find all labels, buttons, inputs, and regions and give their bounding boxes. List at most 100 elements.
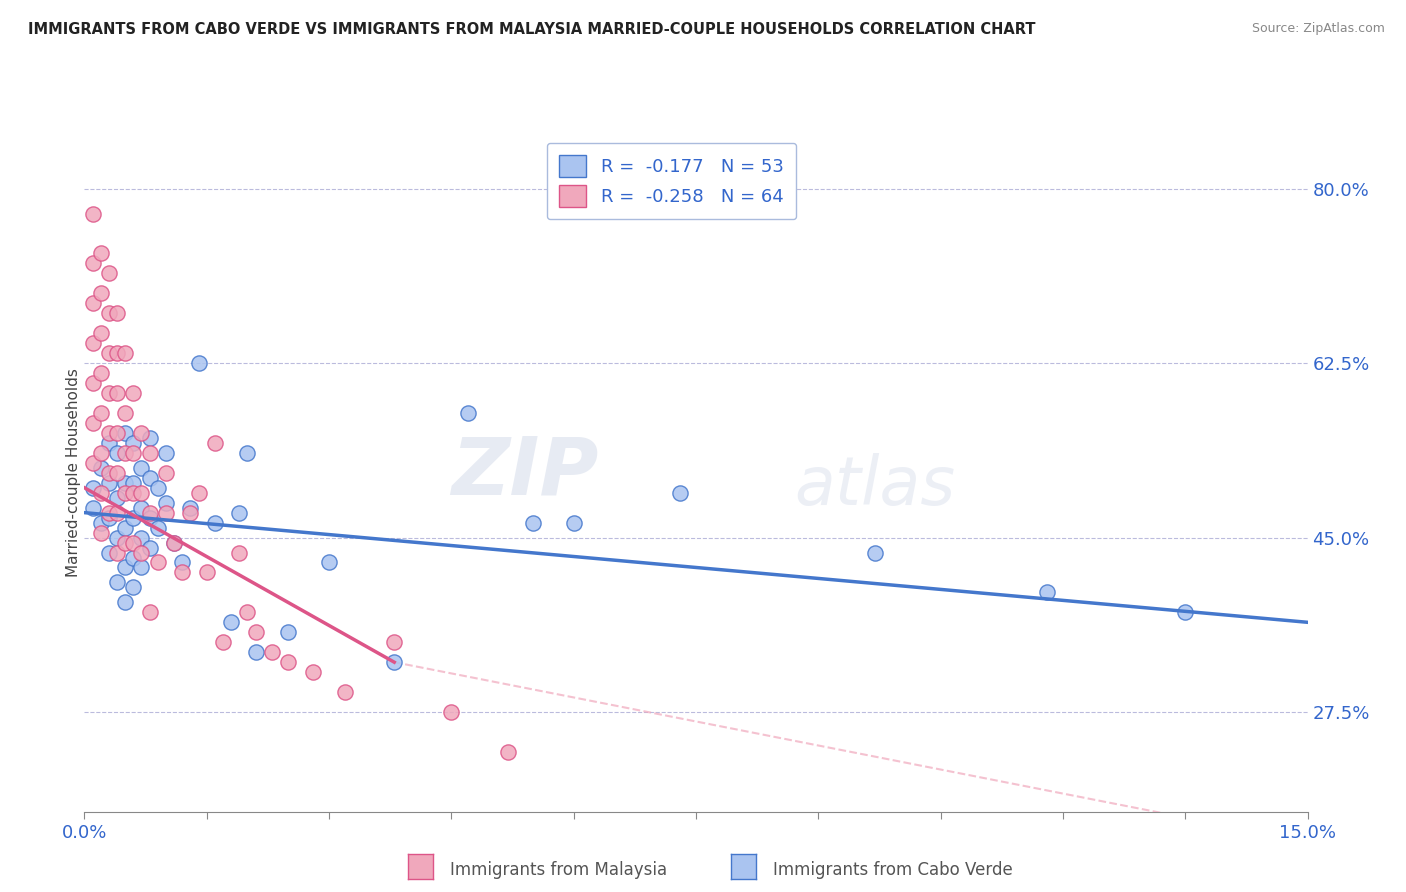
Point [90,366,112,380]
Point [179,506,201,520]
Point [90,286,112,301]
Point [114,406,136,420]
Point [522,516,544,530]
Point [122,435,145,450]
Point [105,545,128,559]
Point [114,425,136,440]
Point [97,506,120,520]
Point [114,446,136,460]
Point [245,645,267,659]
Point [97,475,120,490]
Point [1035,585,1057,599]
Point [865,545,887,559]
Point [172,556,194,570]
Point [131,500,153,515]
Point [97,466,120,480]
Point [122,550,145,565]
Point [562,516,585,530]
Point [155,446,177,460]
Legend: R =  -0.177   N = 53, R =  -0.258   N = 64: R = -0.177 N = 53, R = -0.258 N = 64 [547,143,796,219]
Point [90,516,112,530]
Point [114,346,136,360]
Point [82,376,104,390]
Point [138,510,160,524]
Point [105,446,128,460]
Point [187,485,209,500]
Point [155,466,177,480]
Point [90,446,112,460]
Point [131,425,153,440]
Point [105,306,128,320]
Point [155,506,177,520]
Point [90,246,112,260]
Point [82,481,104,495]
Point [82,296,104,310]
Text: Source: ZipAtlas.com: Source: ZipAtlas.com [1251,22,1385,36]
Point [97,545,120,559]
Point [90,485,112,500]
Point [131,545,153,559]
Point [204,435,226,450]
Point [146,520,169,534]
Point [138,471,160,485]
Point [122,446,145,460]
Point [245,625,267,640]
Point [82,456,104,470]
Point [122,535,145,549]
Point [97,346,120,360]
Point [382,655,405,669]
Point [114,535,136,549]
Point [82,500,104,515]
Point [122,485,145,500]
Point [219,615,242,630]
Y-axis label: Married-couple Households: Married-couple Households [66,368,80,577]
Point [105,466,128,480]
Point [138,605,160,619]
Point [236,605,259,619]
Point [90,525,112,540]
Point [97,425,120,440]
Point [105,425,128,440]
Point [97,435,120,450]
Point [163,535,186,549]
Point [187,356,209,370]
Point [105,506,128,520]
Point [146,556,169,570]
Point [146,481,169,495]
Point [457,406,479,420]
Point [260,645,283,659]
Point [131,485,153,500]
Point [114,595,136,609]
Point [440,705,463,719]
Point [97,306,120,320]
Point [179,500,201,515]
Point [301,665,323,680]
Point [105,491,128,505]
Point [105,386,128,401]
Point [114,520,136,534]
Point [131,560,153,574]
Point [90,406,112,420]
Point [114,475,136,490]
Point [122,510,145,524]
Point [277,625,299,640]
Point [122,386,145,401]
Point [1174,605,1197,619]
Point [82,206,104,220]
Point [155,496,177,510]
Point [228,545,250,559]
Text: atlas: atlas [794,453,955,519]
Point [318,556,340,570]
Point [204,516,226,530]
Point [228,506,250,520]
Point [105,531,128,545]
Point [138,506,160,520]
Point [105,346,128,360]
Point [131,460,153,475]
Point [97,510,120,524]
Point [131,531,153,545]
Text: Immigrants from Cabo Verde: Immigrants from Cabo Verde [773,861,1014,879]
Text: ZIP: ZIP [451,434,598,512]
Point [498,745,520,759]
Point [668,485,690,500]
